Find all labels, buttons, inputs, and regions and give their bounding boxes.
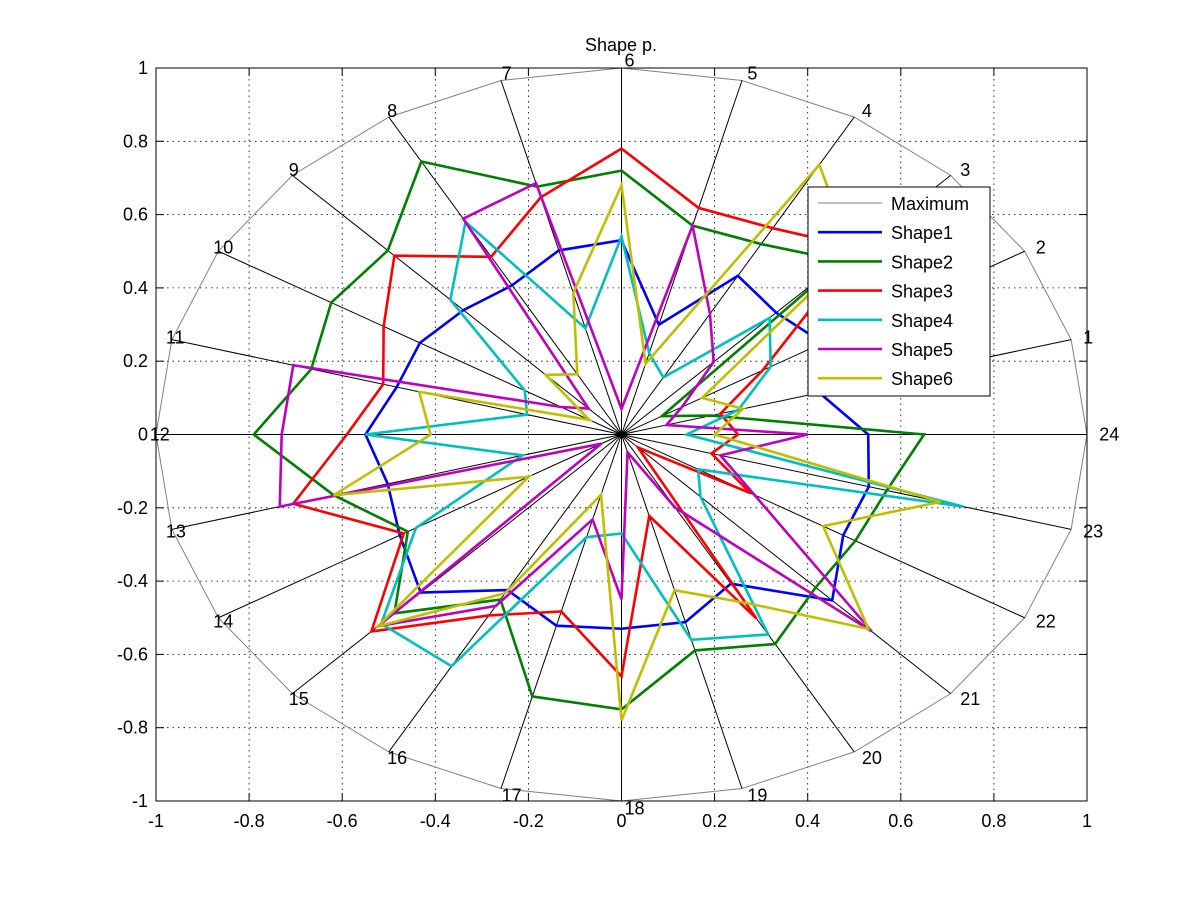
x-tick-label: -0.4 bbox=[420, 811, 451, 831]
series-polygon bbox=[333, 162, 942, 721]
y-tick-label: 0.2 bbox=[123, 351, 148, 371]
spoke-label: 16 bbox=[387, 748, 407, 768]
series-layer bbox=[251, 147, 964, 721]
x-tick-label: 0.2 bbox=[702, 811, 727, 831]
spoke-label: 3 bbox=[960, 160, 970, 180]
spoke-label: 21 bbox=[960, 689, 980, 709]
legend: Maximum Shape1 Shape2 Shape3 Shape4 Shape5 Sha… bbox=[807, 186, 991, 397]
spoke-label: 8 bbox=[387, 101, 397, 121]
x-tick-label: 0.8 bbox=[981, 811, 1006, 831]
spoke-label: 2 bbox=[1036, 238, 1046, 258]
spoke-label: 22 bbox=[1036, 611, 1056, 631]
y-tick-label: -0.4 bbox=[117, 571, 148, 591]
spoke-label: 15 bbox=[289, 689, 309, 709]
series-polygon bbox=[365, 219, 964, 668]
y-tick-label: 0.4 bbox=[123, 278, 148, 298]
spoke-label: 12 bbox=[150, 425, 170, 445]
spoke-line bbox=[621, 434, 951, 695]
x-tick-label: 1 bbox=[1082, 811, 1092, 831]
spoke-label: 11 bbox=[166, 328, 185, 348]
y-tick-label: 0 bbox=[138, 425, 148, 445]
chart-title: Shape p. bbox=[585, 35, 657, 55]
spoke-label: 10 bbox=[213, 238, 233, 258]
spoke-line bbox=[388, 116, 622, 435]
spoke-label: 23 bbox=[1083, 521, 1103, 541]
y-tick-label: -0.2 bbox=[117, 498, 148, 518]
spoke-line bbox=[171, 434, 622, 530]
x-tick-label: 0 bbox=[616, 811, 626, 831]
spoke-label: 20 bbox=[862, 748, 882, 768]
series-polygon bbox=[278, 181, 873, 633]
x-tick-label: -1 bbox=[148, 811, 164, 831]
y-tick-label: -0.6 bbox=[117, 644, 148, 664]
spoke-label: 19 bbox=[747, 786, 767, 806]
y-tick-label: -0.8 bbox=[117, 718, 148, 738]
spoke-label: 18 bbox=[625, 798, 645, 818]
spoke-label: 14 bbox=[213, 611, 233, 631]
x-tick-label: -0.8 bbox=[234, 811, 265, 831]
spoke-line bbox=[500, 80, 622, 435]
legend-label: Shape5 bbox=[891, 340, 953, 360]
spoke-line bbox=[292, 434, 622, 695]
legend-label: Shape4 bbox=[891, 311, 953, 331]
y-tick-label: -1 bbox=[132, 791, 148, 811]
spoke-label: 5 bbox=[747, 63, 757, 83]
spoke-line bbox=[621, 434, 1072, 530]
spoke-line bbox=[292, 174, 622, 435]
legend-label: Shape1 bbox=[891, 223, 953, 243]
y-tick-label: 0.8 bbox=[123, 131, 148, 151]
spoke-label: 7 bbox=[502, 63, 512, 83]
x-tick-label: -0.6 bbox=[327, 811, 358, 831]
y-tick-label: 0.6 bbox=[123, 205, 148, 225]
spoke-label: 24 bbox=[1099, 425, 1119, 445]
legend-label: Shape6 bbox=[891, 369, 953, 389]
spoke-label: 4 bbox=[862, 101, 872, 121]
x-tick-label: 0.6 bbox=[888, 811, 913, 831]
spoke-label: 9 bbox=[289, 160, 299, 180]
legend-label: Shape3 bbox=[891, 282, 953, 302]
spoke-line bbox=[621, 434, 743, 789]
legend-label: Maximum bbox=[891, 194, 969, 214]
spoke-label: 13 bbox=[166, 521, 186, 541]
spoke-line bbox=[621, 80, 743, 435]
spoke-label: 1 bbox=[1083, 328, 1093, 348]
series-polygon bbox=[363, 238, 871, 631]
legend-label: Shape2 bbox=[891, 252, 953, 272]
x-tick-label: 0.4 bbox=[795, 811, 820, 831]
spoke-label: 17 bbox=[502, 786, 522, 806]
x-tick-label: -0.2 bbox=[513, 811, 544, 831]
spoke-label: 6 bbox=[625, 51, 635, 71]
y-tick-label: 1 bbox=[138, 58, 148, 78]
tick-layer: -1 -0.8 -0.6 -0.4 -0.2 0 0.2 0.4 0.6 0.8 1 -1 -0.8 -0… bbox=[117, 58, 1092, 831]
